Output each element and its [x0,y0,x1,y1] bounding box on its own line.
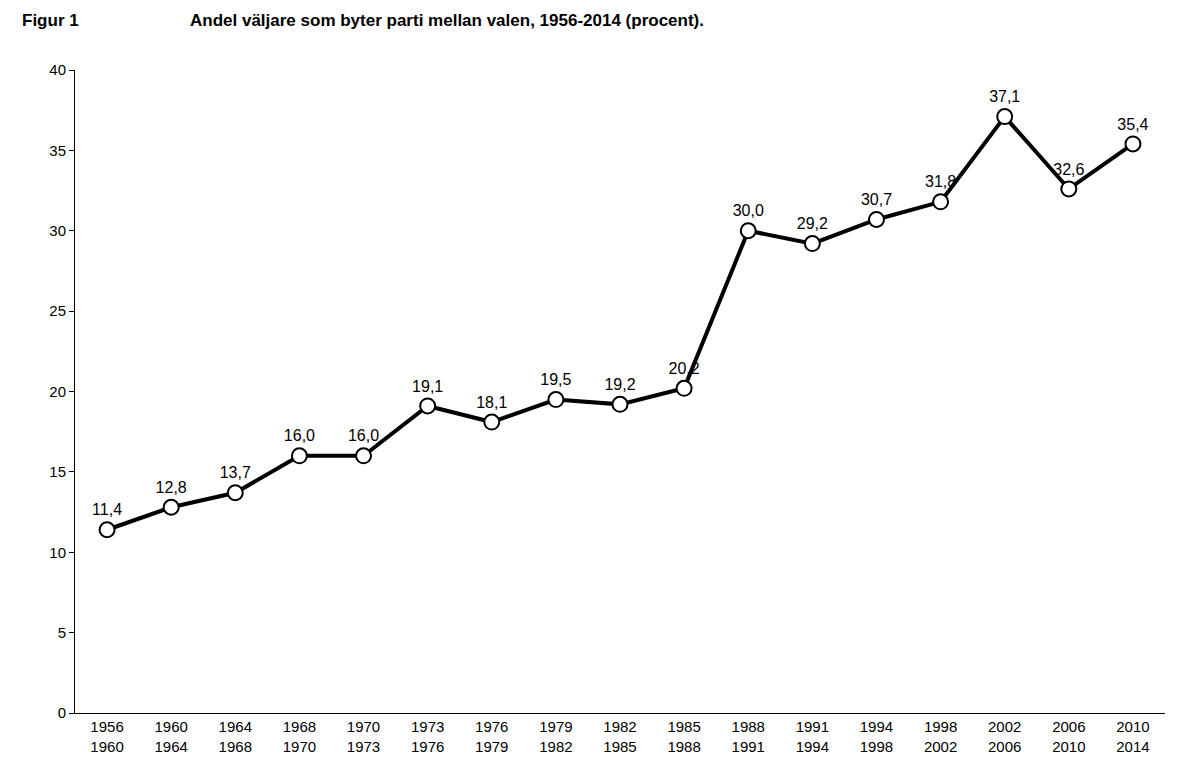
svg-text:Andel väljare som byter parti: Andel väljare som byter parti mellan val… [190,11,704,30]
svg-text:19911994: 19911994 [796,718,829,755]
svg-text:20022006: 20022006 [988,718,1021,755]
svg-text:19761979: 19761979 [475,718,508,755]
svg-text:19,5: 19,5 [540,371,571,388]
svg-text:0: 0 [58,704,66,721]
svg-text:13,7: 13,7 [220,464,251,481]
svg-text:18,1: 18,1 [476,394,507,411]
svg-text:11,4: 11,4 [92,501,122,518]
svg-text:20: 20 [49,383,66,400]
svg-text:35,4: 35,4 [1117,116,1148,133]
svg-text:30,7: 30,7 [861,191,892,208]
svg-text:5: 5 [58,624,66,641]
svg-text:12,8: 12,8 [156,479,187,496]
svg-text:19601964: 19601964 [154,718,187,755]
svg-text:19791982: 19791982 [539,718,572,755]
svg-text:37,1: 37,1 [989,88,1020,105]
svg-text:40: 40 [49,61,66,78]
svg-text:20,2: 20,2 [669,360,700,377]
svg-text:16,0: 16,0 [284,427,315,444]
svg-text:19982002: 19982002 [924,718,957,755]
svg-text:19941998: 19941998 [860,718,893,755]
svg-text:19,1: 19,1 [412,378,443,395]
svg-text:19851988: 19851988 [667,718,700,755]
svg-text:25: 25 [49,302,66,319]
svg-text:19731976: 19731976 [411,718,444,755]
svg-text:19881991: 19881991 [732,718,765,755]
svg-text:35: 35 [49,142,66,159]
svg-text:31,8: 31,8 [925,173,956,190]
svg-text:15: 15 [49,463,66,480]
svg-text:16,0: 16,0 [348,427,379,444]
svg-text:19641968: 19641968 [219,718,252,755]
svg-text:19,2: 19,2 [604,376,635,393]
svg-text:30,0: 30,0 [733,202,764,219]
svg-text:19821985: 19821985 [603,718,636,755]
svg-text:30: 30 [49,222,66,239]
svg-text:20102014: 20102014 [1116,718,1149,755]
svg-text:32,6: 32,6 [1053,161,1084,178]
svg-text:19561960: 19561960 [90,718,123,755]
svg-text:10: 10 [49,544,66,561]
svg-text:20062010: 20062010 [1052,718,1085,755]
svg-text:19701973: 19701973 [347,718,380,755]
svg-text:Figur 1: Figur 1 [22,11,79,30]
svg-text:19681970: 19681970 [283,718,316,755]
svg-text:29,2: 29,2 [797,215,828,232]
